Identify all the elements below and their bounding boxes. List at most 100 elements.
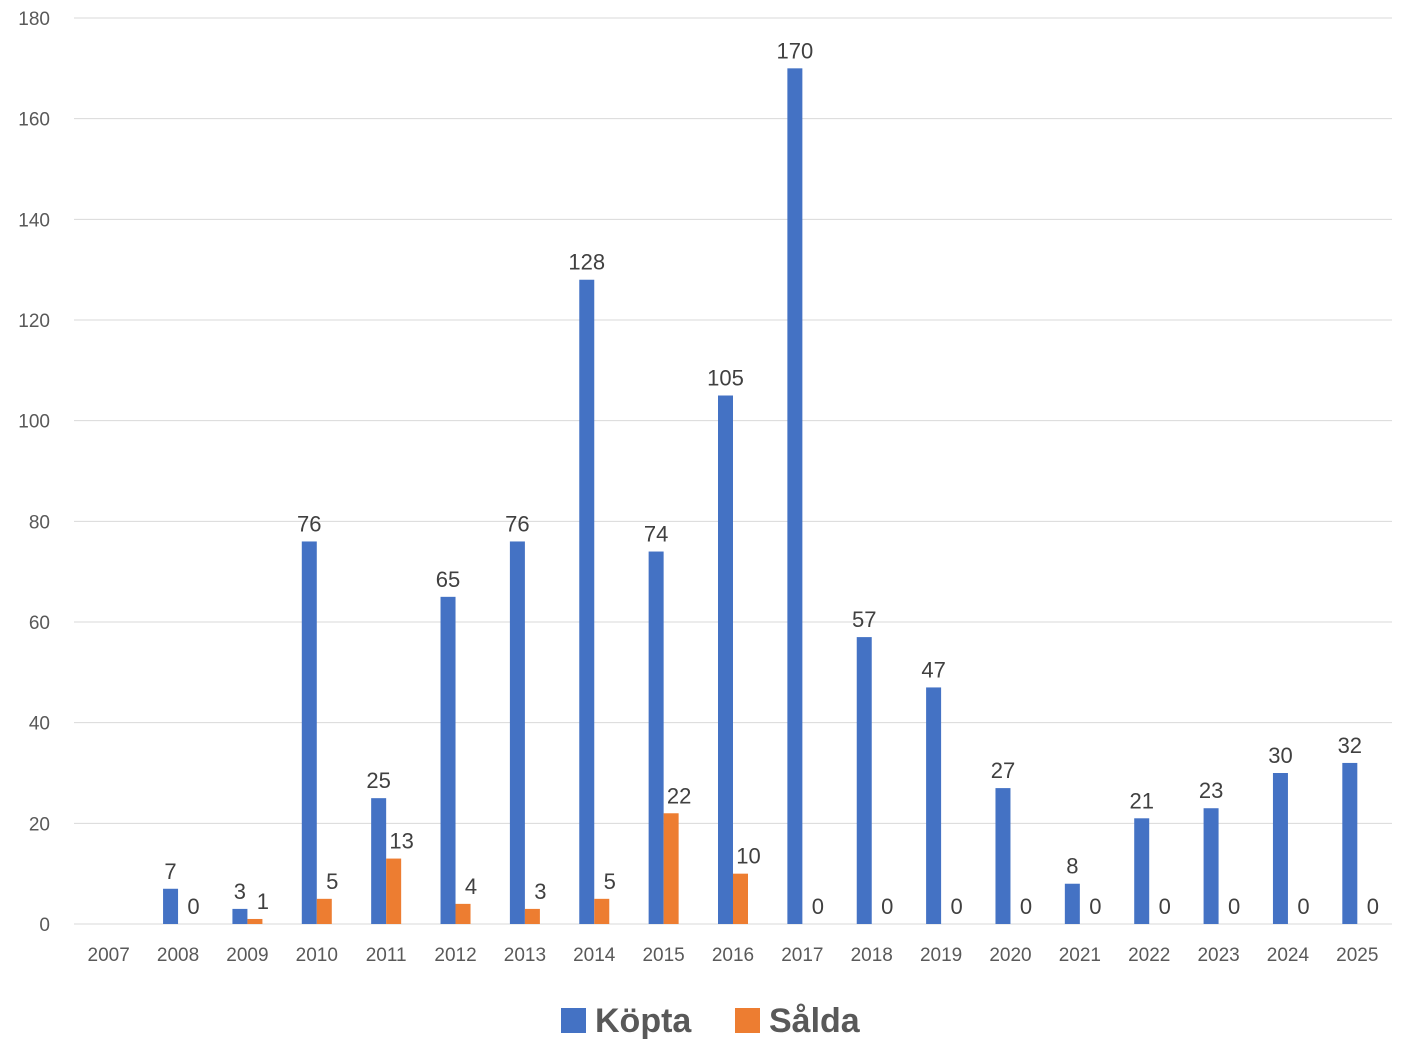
data-label-kopta-2015: 74 [644,522,668,547]
bar-kopta-2018 [856,637,872,924]
x-tick-label: 2009 [226,945,268,966]
data-label-kopta-2008: 7 [164,859,176,884]
data-label-kopta-2013: 76 [505,511,529,536]
bar-salda-2015 [663,813,679,924]
bar-kopta-2011 [371,798,387,924]
data-label-salda-2015: 22 [667,783,691,808]
data-label-salda-2009: 1 [257,889,269,914]
data-label-kopta-2012: 65 [436,567,460,592]
data-labels: 703 1765251365476312857422105101700570470… [164,38,1379,919]
data-label-kopta-2021: 8 [1066,854,1078,879]
data-label-salda-2011: 13 [389,829,413,854]
bar-kopta-2010 [301,541,317,924]
x-tick-label: 2014 [573,945,616,966]
bar-kopta-2014 [579,279,595,924]
legend-label: Köpta [595,1002,692,1039]
data-label-salda-2016: 10 [736,844,760,869]
bar-kopta-2017 [787,68,803,925]
data-label-kopta-2014: 128 [568,250,605,275]
x-tick-label: 2015 [642,945,684,966]
y-axis-ticks: 0 20 40 60 80 100 120 140 160 180 [18,9,50,936]
bar-salda-2009 [247,918,263,924]
data-label-salda-2018: 0 [881,894,893,919]
bar-salda-2011 [386,858,402,924]
data-label-salda-2010: 5 [326,869,338,894]
x-tick-label: 2013 [504,945,546,966]
bar-kopta-2021 [1064,883,1080,924]
x-tick-label: 2008 [157,945,199,966]
bar-kopta-2016 [718,395,733,924]
bar-kopta-2012 [440,596,456,924]
bar-salda-2013 [524,908,540,924]
data-label-kopta-2019: 47 [921,657,945,682]
data-label-kopta-2010: 76 [297,511,321,536]
data-label-salda-2008: 0 [187,894,199,919]
x-tick-label: 2007 [88,945,130,966]
y-tick-label: 100 [18,412,50,433]
data-label-salda-2014: 5 [604,869,616,894]
bars [163,68,1358,925]
data-label-salda-2019: 0 [950,894,962,919]
x-tick-label: 2024 [1267,945,1310,966]
bar-salda-2014 [594,898,610,924]
bar-kopta-2019 [926,687,942,924]
y-tick-label: 80 [29,512,50,533]
x-axis-ticks: 2007 2008 2009 2010 2011 2012 2013 2014 2015 2016… [88,945,1379,966]
y-tick-label: 120 [18,311,50,332]
data-label-salda-2022: 0 [1159,894,1171,919]
x-tick-label: 2010 [296,945,338,966]
bar-kopta-2020 [995,788,1011,924]
data-label-kopta-2022: 21 [1129,788,1153,813]
bar-kopta-2015 [648,551,664,924]
bar-salda-2010 [316,898,332,924]
x-tick-label: 2021 [1059,945,1101,966]
y-tick-label: 0 [39,915,50,936]
data-label-salda-2021: 0 [1089,894,1101,919]
data-label-kopta-2017: 170 [777,38,814,63]
data-label-salda-2024: 0 [1297,894,1309,919]
x-tick-label: 2016 [712,945,754,966]
bar-kopta-2023 [1203,808,1219,924]
x-tick-label: 2019 [920,945,962,966]
x-tick-label: 2020 [989,945,1031,966]
data-label-salda-2013: 3 [534,879,546,904]
data-label-kopta-2020: 27 [991,758,1015,783]
legend: Köpta Sålda [561,1002,861,1039]
y-tick-label: 60 [29,613,50,634]
bar-kopta-2024 [1272,773,1288,924]
legend-item-kopta: Köpta [561,1002,692,1039]
bar-kopta-2008 [163,888,179,924]
legend-swatch [735,1008,760,1033]
legend-swatch [561,1008,586,1033]
legend-item-salda: Sålda [735,1002,861,1039]
y-tick-label: 160 [18,110,50,131]
x-tick-label: 2018 [851,945,893,966]
x-tick-label: 2017 [781,945,823,966]
x-tick-label: 2023 [1197,945,1239,966]
bar-kopta-2009 [232,908,248,924]
data-label-kopta-2023: 23 [1199,778,1223,803]
data-label-salda-2025: 0 [1367,894,1379,919]
bar-salda-2016 [733,873,748,924]
data-label-salda-2020: 0 [1020,894,1032,919]
y-tick-label: 140 [18,210,50,231]
bar-kopta-2022 [1134,818,1150,924]
x-tick-label: 2012 [434,945,476,966]
y-tick-label: 180 [18,9,50,30]
x-tick-label: 2025 [1336,945,1378,966]
x-tick-label: 2022 [1128,945,1170,966]
x-tick-label: 2011 [366,945,407,966]
y-tick-label: 40 [29,714,50,735]
data-label-kopta-2009: 3 [234,879,246,904]
data-label-kopta-2011: 25 [366,768,390,793]
data-label-salda-2023: 0 [1228,894,1240,919]
bar-salda-2012 [455,903,471,924]
data-label-kopta-2018: 57 [852,607,876,632]
data-label-salda-2012: 4 [465,874,477,899]
data-label-salda-2017: 0 [812,894,824,919]
bar-kopta-2013 [509,541,525,924]
legend-label: Sålda [769,1002,861,1039]
data-label-kopta-2016: 105 [707,366,744,391]
data-label-kopta-2025: 32 [1338,733,1362,758]
